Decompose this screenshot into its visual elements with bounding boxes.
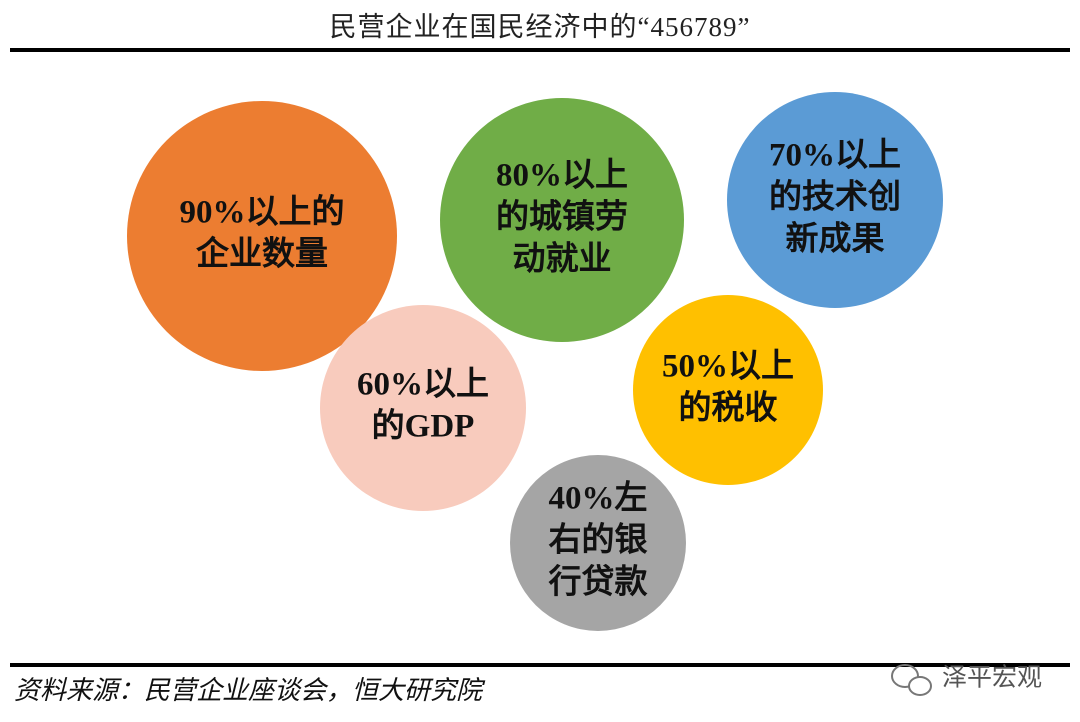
bubble-label: 动就业 xyxy=(513,241,612,278)
bubble-label: 80%以上 xyxy=(496,157,628,194)
watermark: 泽平宏观 xyxy=(942,664,1042,692)
title: 民营企业在国民经济中的“456789” xyxy=(330,12,751,42)
bubble-label: 90%以上的 xyxy=(180,194,345,231)
bubble-label: 企业数量 xyxy=(196,235,328,273)
bubble-circle xyxy=(440,98,684,342)
watermark-icon xyxy=(891,664,932,696)
bubble-label: 的技术创 xyxy=(769,179,901,216)
bubble-label: 50%以上 xyxy=(662,348,794,385)
bubble-label: 的城镇劳 xyxy=(496,199,628,236)
bubble-label: 40%左 xyxy=(549,480,648,517)
bubble-circle xyxy=(320,305,526,511)
bubble-label: 右的银 xyxy=(549,522,648,559)
bubbles: 90%以上的企业数量80%以上的城镇劳动就业70%以上的技术创新成果60%以上的… xyxy=(127,92,943,631)
bubble-label: 60%以上 xyxy=(357,366,489,403)
bubble-label: 70%以上 xyxy=(769,137,901,174)
bubble-label: 新成果 xyxy=(786,221,885,258)
bubble-label: 的税收 xyxy=(679,390,778,427)
bubble-circle xyxy=(633,295,823,485)
bubble-circle xyxy=(127,101,397,371)
bubble-circle xyxy=(727,92,943,308)
bubble-label: 行贷款 xyxy=(548,564,649,601)
bubble-label: 的GDP xyxy=(372,408,475,445)
source: 资料来源：民营企业座谈会，恒大研究院 xyxy=(14,676,486,705)
bubble-circle xyxy=(510,455,686,631)
